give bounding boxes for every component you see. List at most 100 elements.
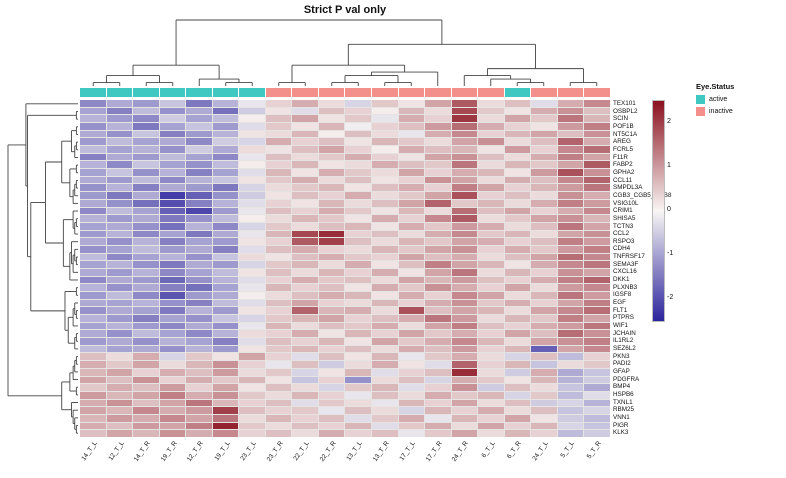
heatmap-cell <box>239 268 265 276</box>
heatmap-cell <box>106 284 133 292</box>
heatmap-cell <box>478 153 504 161</box>
heatmap-cell <box>265 222 292 230</box>
heatmap-cell <box>504 384 531 391</box>
heatmap-cell <box>504 322 531 330</box>
heatmap-cell <box>133 100 159 107</box>
heatmap-cell <box>372 222 398 230</box>
heatmap-cell <box>186 123 212 130</box>
heatmap-cell <box>133 384 159 391</box>
heatmap-cell <box>292 430 318 437</box>
heatmap-cell <box>265 284 292 292</box>
heatmap-cell <box>239 245 265 253</box>
heatmap-cell <box>478 115 504 123</box>
heatmap-cell <box>186 176 212 184</box>
heatmap-cell <box>80 169 106 176</box>
heatmap-cell <box>265 107 292 115</box>
heatmap-cell <box>398 284 425 292</box>
row-label: F11R <box>613 153 628 161</box>
heatmap-cell <box>557 376 584 384</box>
heatmap-cell <box>557 315 584 322</box>
heatmap-cell <box>133 414 159 422</box>
heatmap-cell <box>557 276 584 284</box>
heatmap-cell <box>133 161 159 169</box>
heatmap-cell <box>106 376 133 384</box>
heatmap-cell <box>584 169 610 176</box>
heatmap-cell <box>80 184 106 192</box>
heatmap-cell <box>345 238 372 245</box>
row-label: CCL11 <box>613 176 633 184</box>
heatmap-cell <box>186 146 212 153</box>
heatmap-cell <box>106 253 133 261</box>
heatmap-cell <box>451 430 478 437</box>
heatmap-cell <box>265 384 292 391</box>
heatmap-cell <box>504 107 531 115</box>
heatmap-cell <box>584 345 610 353</box>
heatmap-cell <box>292 307 318 315</box>
heatmap-cell <box>557 184 584 192</box>
heatmap-cell <box>265 299 292 307</box>
heatmap-cell <box>265 276 292 284</box>
heatmap-cell <box>133 345 159 353</box>
heatmap-cell <box>398 361 425 368</box>
heatmap-cell <box>504 192 531 199</box>
heatmap-cell <box>451 230 478 238</box>
heatmap-cell <box>425 268 451 276</box>
heatmap-cell <box>478 161 504 169</box>
heatmap-cell <box>265 414 292 422</box>
heatmap-cell <box>318 222 345 230</box>
heatmap-cell <box>159 130 186 138</box>
heatmap-cell <box>133 284 159 292</box>
heatmap-cell <box>372 130 398 138</box>
heatmap-cell <box>557 192 584 199</box>
heatmap-cell <box>212 414 239 422</box>
heatmap-cell <box>451 184 478 192</box>
heatmap-cell <box>265 245 292 253</box>
heatmap-cell <box>531 299 557 307</box>
heatmap-cell <box>80 253 106 261</box>
heatmap-cell <box>106 207 133 215</box>
heatmap-cell <box>106 192 133 199</box>
heatmap-cell <box>425 245 451 253</box>
heatmap-cell <box>345 292 372 299</box>
heatmap-cell <box>478 384 504 391</box>
annotation-cell <box>451 88 478 97</box>
annotation-cell <box>292 88 318 97</box>
row-label: JCHAIN <box>613 329 636 337</box>
heatmap-cell <box>531 253 557 261</box>
heatmap-cell <box>106 276 133 284</box>
heatmap-cell <box>80 215 106 222</box>
heatmap-cell <box>239 199 265 207</box>
heatmap-cell <box>478 376 504 384</box>
heatmap-cell <box>186 207 212 215</box>
heatmap-cell <box>212 169 239 176</box>
heatmap-cell <box>425 384 451 391</box>
heatmap-cell <box>106 330 133 338</box>
heatmap-cell <box>557 253 584 261</box>
heatmap-cell <box>186 299 212 307</box>
heatmap-cell <box>557 384 584 391</box>
row-label: PKN3 <box>613 352 630 360</box>
heatmap-cell <box>451 176 478 184</box>
heatmap-cell <box>265 153 292 161</box>
heatmap-cell <box>398 230 425 238</box>
heatmap-cell <box>318 422 345 430</box>
heatmap-cell <box>80 138 106 146</box>
row-label: SEMA3F <box>613 260 639 268</box>
heatmap-cell <box>159 153 186 161</box>
heatmap-cell <box>425 345 451 353</box>
heatmap-cell <box>159 307 186 315</box>
inactive-color-swatch <box>696 107 705 116</box>
heatmap-cell <box>159 115 186 123</box>
heatmap-cell <box>186 338 212 345</box>
heatmap-cell <box>478 199 504 207</box>
heatmap-cell <box>425 215 451 222</box>
heatmap-cell <box>398 353 425 361</box>
heatmap-cell <box>212 253 239 261</box>
heatmap-cell <box>159 407 186 414</box>
heatmap-cell <box>372 414 398 422</box>
heatmap-cell <box>584 399 610 407</box>
heatmap-cell <box>451 276 478 284</box>
heatmap-cell <box>186 192 212 199</box>
heatmap-cell <box>478 184 504 192</box>
heatmap-cell <box>186 169 212 176</box>
